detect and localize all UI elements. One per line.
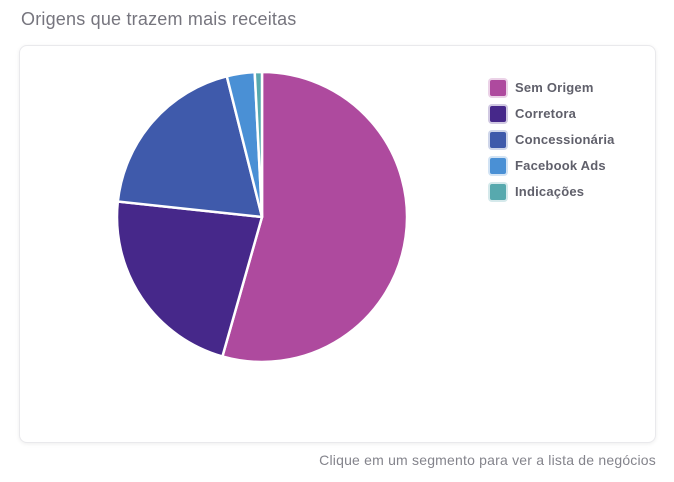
legend-swatch-icon: [490, 131, 506, 148]
legend-swatch-icon: [490, 79, 506, 96]
page-title: Origens que trazem mais receitas: [21, 9, 297, 29]
pie-slice-sem-origem[interactable]: [221, 70, 409, 364]
pie-slice-corretora[interactable]: [115, 200, 264, 358]
footer-hint: Clique em um segmento para ver a lista d…: [319, 452, 656, 468]
legend-label: Indicações: [515, 184, 585, 199]
legend-swatch-icon: [490, 183, 506, 200]
legend-swatch-icon: [490, 105, 506, 122]
legend-label: Corretora: [515, 106, 577, 121]
legend-label: Facebook Ads: [515, 158, 606, 173]
legend-item-corretora[interactable]: Corretora: [490, 105, 615, 122]
pie-slice-concessionaria[interactable]: [116, 75, 264, 219]
legend-swatch-icon: [490, 157, 506, 174]
legend-item-concessionaria[interactable]: Concessionária: [490, 131, 615, 148]
pie-slice-indicacoes[interactable]: [253, 70, 264, 219]
legend: Sem Origem Corretora Concessionária Faceboo…: [490, 79, 615, 200]
legend-label: Sem Origem: [515, 80, 594, 95]
legend-label: Concessionária: [515, 132, 615, 147]
chart-card: Sem Origem Corretora Concessionária Faceboo…: [19, 45, 656, 443]
legend-item-sem-origem[interactable]: Sem Origem: [490, 79, 615, 96]
legend-item-indicacoes[interactable]: Indicações: [490, 183, 615, 200]
legend-item-facebook-ads[interactable]: Facebook Ads: [490, 157, 615, 174]
pie-chart: [115, 70, 409, 364]
